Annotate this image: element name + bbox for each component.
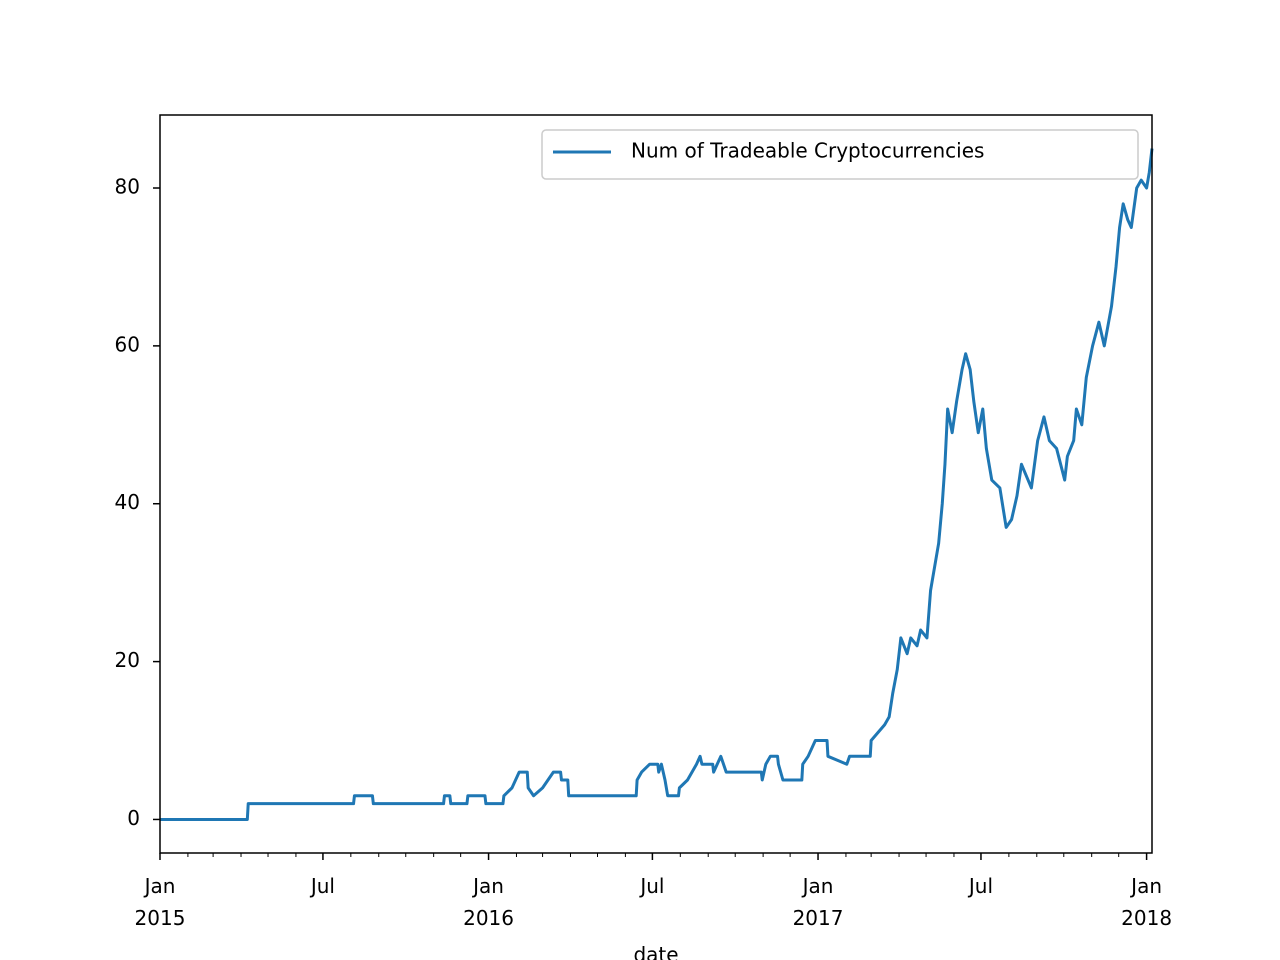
x-tick-label: Jan 2015 xyxy=(134,874,186,930)
x-tick-label: Jan 2018 xyxy=(1121,874,1173,930)
y-tick-label: 0 xyxy=(127,806,140,830)
data-line xyxy=(160,148,1154,821)
y-tick-label: 80 xyxy=(115,175,140,199)
x-tick-label: Jul xyxy=(968,874,994,898)
plot-frame xyxy=(159,114,1153,854)
x-tick-label: Jan 2017 xyxy=(792,874,844,930)
legend: Num of Tradeable Cryptocurrencies xyxy=(541,129,1139,180)
y-tick-label: 20 xyxy=(115,648,140,672)
x-tick-label: Jul xyxy=(640,874,665,898)
legend-label: Num of Tradeable Cryptocurrencies xyxy=(631,139,984,163)
y-tick-label: 60 xyxy=(115,332,140,356)
x-axis-label: date xyxy=(633,943,678,960)
legend-box xyxy=(541,129,1139,180)
x-tick-label: Jul xyxy=(310,874,335,898)
x-tick-label: Jan 2016 xyxy=(463,874,515,930)
y-tick-label: 40 xyxy=(115,490,140,514)
